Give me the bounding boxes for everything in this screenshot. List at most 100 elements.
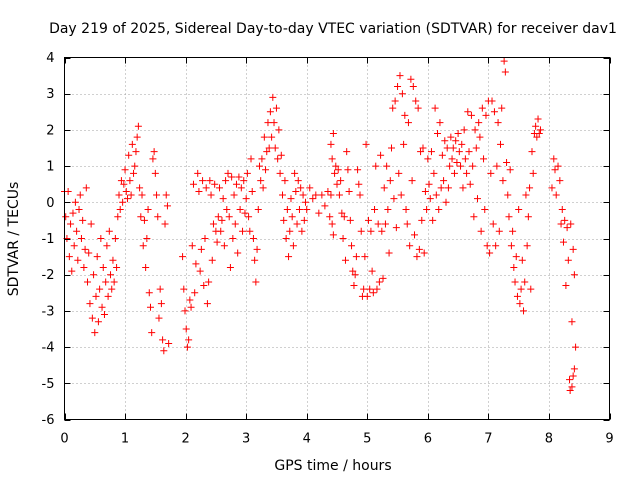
data-point <box>487 169 495 177</box>
data-point <box>288 213 296 221</box>
data-point <box>389 104 397 112</box>
data-point <box>328 220 336 228</box>
data-point <box>102 278 110 286</box>
data-point <box>372 162 380 170</box>
data-point <box>327 140 335 148</box>
data-point <box>563 224 571 232</box>
data-point <box>302 198 310 206</box>
data-point <box>279 191 286 199</box>
data-point <box>306 184 314 192</box>
data-point <box>366 285 374 293</box>
y-tick-label: 2 <box>46 123 54 138</box>
y-tick-label: -5 <box>42 377 55 392</box>
data-point <box>224 169 232 177</box>
data-point <box>559 238 567 246</box>
data-point <box>297 184 305 192</box>
data-point <box>206 177 214 185</box>
data-point <box>100 311 108 319</box>
data-point <box>194 169 202 177</box>
data-point <box>82 184 90 192</box>
data-point <box>381 220 389 228</box>
data-point <box>74 256 82 264</box>
data-point <box>401 111 409 119</box>
data-point <box>216 184 224 192</box>
data-point <box>397 191 405 199</box>
x-tick-label: 4 <box>303 432 311 447</box>
data-point <box>293 220 301 228</box>
data-point <box>413 253 421 261</box>
y-tick-labels: 4 3 2 1 0 -1 -2 -3 -4 -5 -6 <box>42 51 55 428</box>
data-point <box>144 206 152 214</box>
data-point <box>197 245 205 253</box>
data-point <box>503 158 511 166</box>
data-point <box>200 282 208 290</box>
data-point <box>377 151 385 159</box>
data-point <box>271 144 279 152</box>
data-point <box>282 235 290 242</box>
data-point <box>98 303 106 311</box>
data-point <box>94 318 102 326</box>
data-point <box>275 126 283 134</box>
x-tick-label: 1 <box>121 432 129 447</box>
data-point <box>346 216 354 224</box>
data-point <box>434 130 442 138</box>
data-point <box>154 213 162 221</box>
data-point <box>327 191 335 199</box>
data-point <box>234 249 242 257</box>
data-point <box>355 180 363 188</box>
data-point <box>351 271 359 279</box>
data-point <box>201 235 209 242</box>
data-point <box>409 82 417 90</box>
data-point <box>105 227 113 235</box>
data-point <box>99 263 107 271</box>
data-point <box>326 213 334 221</box>
data-point <box>414 104 422 112</box>
data-point <box>371 206 379 214</box>
data-point <box>214 213 222 221</box>
data-point <box>516 300 524 308</box>
data-point <box>501 68 509 76</box>
y-tick-label: -6 <box>42 413 55 428</box>
data-point <box>128 140 136 148</box>
data-point <box>493 162 501 170</box>
data-point <box>403 220 411 228</box>
data-point <box>254 206 262 214</box>
data-point <box>211 180 219 188</box>
y-tick-label: -4 <box>42 341 55 356</box>
data-point <box>432 191 440 199</box>
data-point <box>115 191 123 199</box>
data-point <box>229 235 237 242</box>
data-point <box>223 206 231 214</box>
data-point <box>564 256 572 264</box>
data-point <box>533 133 541 141</box>
data-point <box>552 191 560 199</box>
data-point <box>448 155 456 163</box>
data-point <box>132 148 140 156</box>
data-point <box>218 216 226 224</box>
data-point <box>104 292 112 300</box>
data-point <box>426 195 434 203</box>
data-point <box>364 216 372 224</box>
data-point <box>75 206 83 214</box>
data-point <box>228 173 236 181</box>
data-point <box>494 119 502 127</box>
data-point <box>259 184 267 192</box>
data-point <box>522 191 530 199</box>
data-point <box>395 169 403 177</box>
data-point <box>276 169 284 177</box>
data-point <box>162 191 170 199</box>
data-point <box>134 122 142 130</box>
data-point <box>181 307 189 315</box>
data-point <box>270 119 278 127</box>
data-point <box>109 256 117 264</box>
data-point <box>119 198 127 206</box>
data-point <box>91 329 99 337</box>
data-point <box>241 209 249 217</box>
data-point <box>187 303 195 311</box>
x-tick-label: 0 <box>60 432 68 447</box>
data-point <box>488 97 496 105</box>
data-point <box>257 177 265 185</box>
data-point <box>374 220 382 228</box>
data-point <box>277 151 285 159</box>
